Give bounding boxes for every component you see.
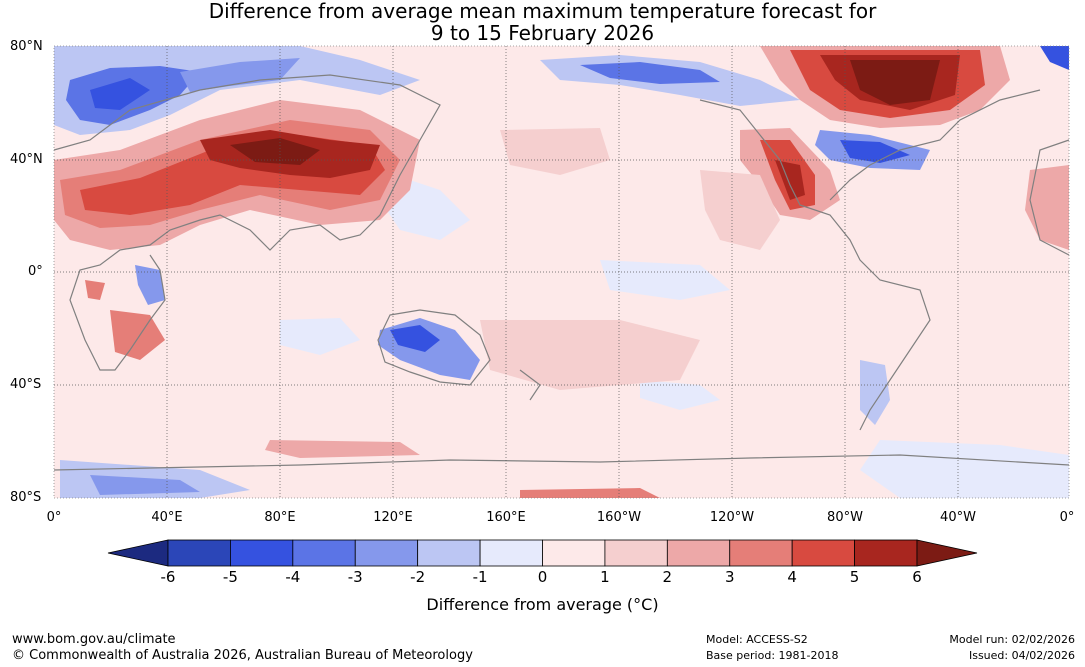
colorbar-tick-label: -1 [472,568,488,586]
colorbar-segment [542,539,606,567]
lat-label-80n: 80°N [10,39,43,54]
map-title-line2: 9 to 15 February 2026 [430,21,655,45]
colorbar-segment [167,539,231,567]
colorbar-segment [854,539,918,567]
coastlines [53,74,1070,471]
colorbar-segment [230,539,294,567]
colorbar-segment [791,539,855,567]
lon-label-160w: 160°W [596,510,642,525]
colorbar-tick-label: 0 [537,568,548,586]
colorbar-tick-label: 1 [600,568,610,586]
lat-label-40s: 40°S [10,377,42,392]
colorbar-tick-label: -6 [160,568,176,586]
footer-issued: Issued: 04/02/2026 [968,649,1075,662]
footer-base-period: Base period: 1981-2018 [706,649,839,662]
graticule [54,46,1069,498]
colorbar-tick-label: -3 [347,568,363,586]
lon-label-80w: 80°W [827,510,863,525]
colorbar-segment [666,539,731,567]
map-title-line1: Difference from average mean maximum tem… [208,0,877,23]
cold-anomaly-regions [54,46,1069,498]
colorbar-segment [292,539,356,567]
lon-label-0: 0° [46,510,62,525]
colorbar-tick-label: 3 [724,568,735,586]
lon-label-120e: 120°E [373,510,413,525]
lon-label-160e: 160°E [486,510,526,525]
lon-label-0-east: 0° [1059,510,1075,525]
colorbar-tick-label: 6 [912,568,922,586]
colorbar-extend-low [107,539,169,567]
lat-label-80s: 80°S [10,490,42,505]
lon-label-40e: 40°E [151,510,183,525]
colorbar-tick-label: -4 [285,568,301,586]
colorbar-tick-label: 5 [849,568,860,586]
lon-label-80e: 80°E [264,510,296,525]
colorbar-segment [417,539,481,567]
colorbar-segment [354,539,419,567]
colorbar-tick-label: 2 [662,568,673,586]
colorbar-segment [604,539,668,567]
colorbar-segment [479,539,543,567]
warm-anomaly-regions [54,46,1069,498]
colorbar-tick-label: -5 [222,568,238,586]
lon-label-40w: 40°W [940,510,976,525]
colorbar-tick-label: -2 [410,568,426,586]
footer-copyright: © Commonwealth of Australia 2026, Austra… [12,648,473,663]
lat-label-40n: 40°N [10,152,43,167]
colorbar-tick-label: 4 [787,568,797,586]
colorbar-segment [729,539,793,567]
map-frame [53,45,1070,499]
lat-label-0: 0° [28,264,43,279]
footer-model: Model: ACCESS-S2 [706,633,808,646]
colorbar-label: Difference from average (°C) [426,595,659,614]
footer-model-run: Model run: 02/02/2026 [949,633,1075,646]
lon-label-120w: 120°W [709,510,755,525]
colorbar-extend-high [916,539,978,567]
footer-url: www.bom.gov.au/climate [12,632,176,647]
